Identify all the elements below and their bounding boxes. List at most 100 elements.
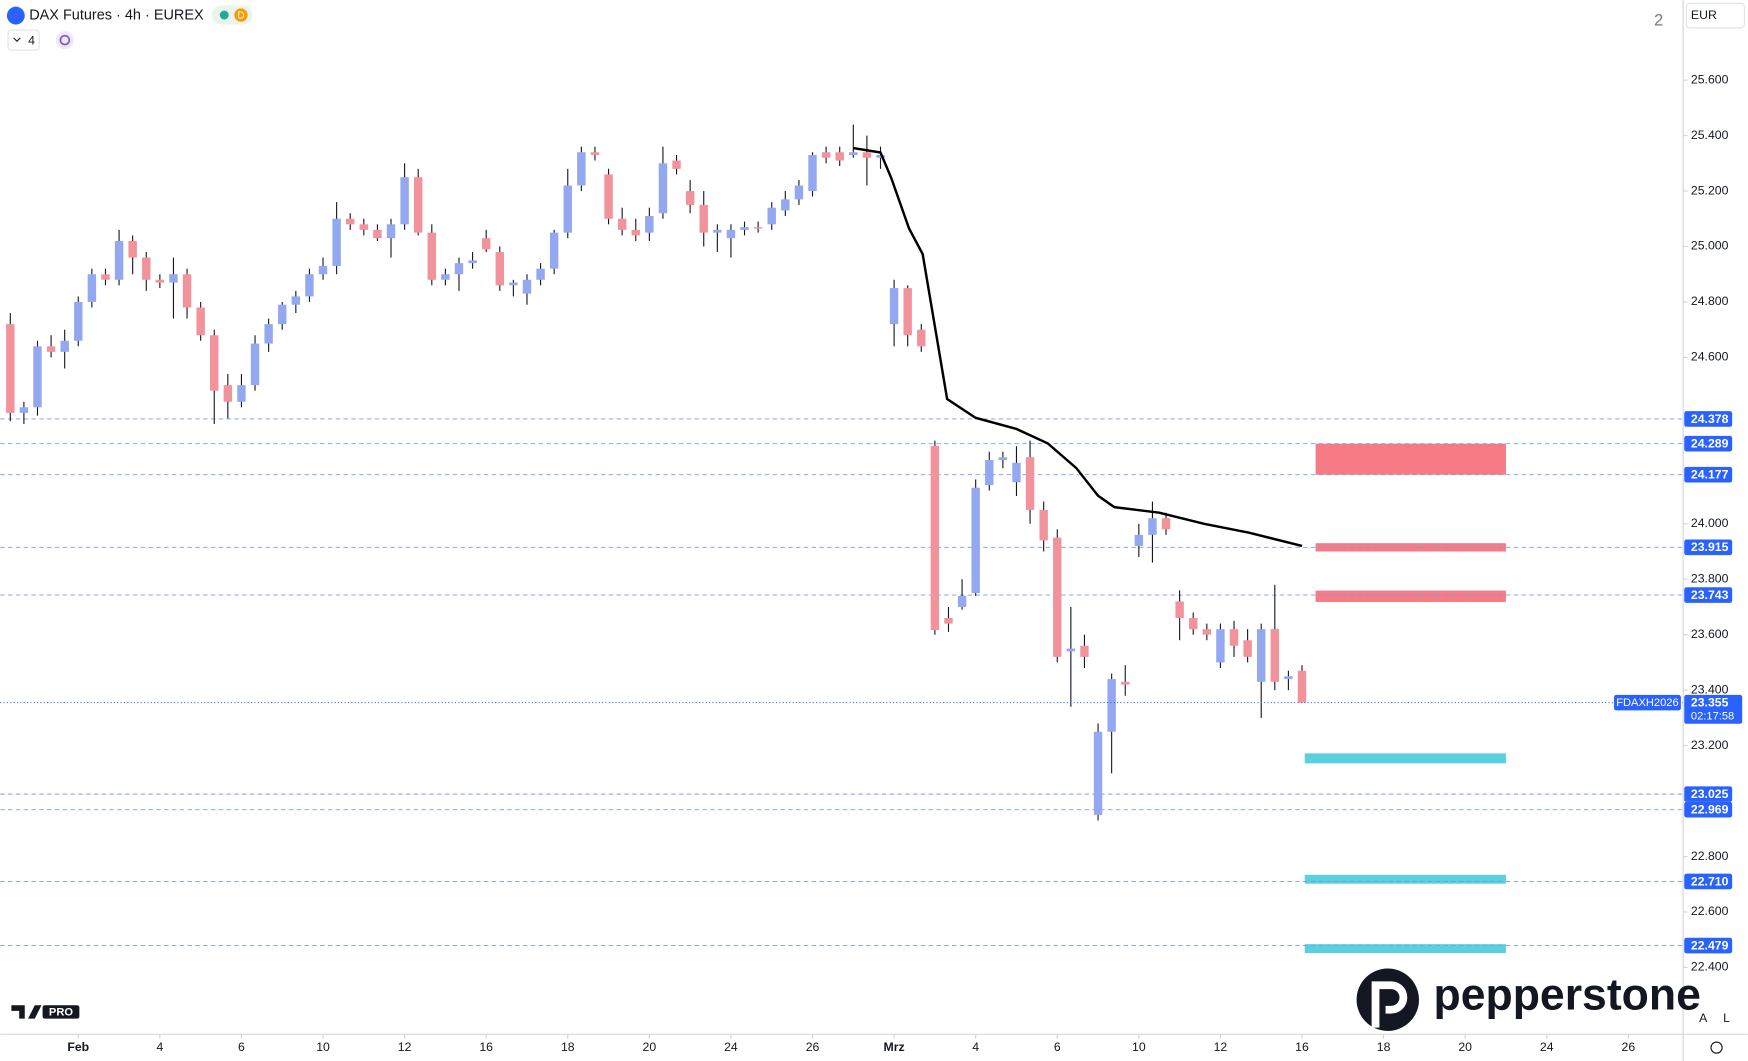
candle-body: [1202, 629, 1212, 635]
delay-badge-text: D: [237, 10, 244, 21]
chart-title[interactable]: DAX Futures · 4h · EUREX: [29, 7, 204, 23]
x-tick-label: 24: [724, 1040, 738, 1054]
candle-body: [645, 216, 654, 233]
candle-body: [808, 154, 817, 192]
candle-body: [454, 263, 464, 275]
candle-body: [1216, 629, 1225, 663]
y-tick-label: 24.000: [1691, 516, 1729, 530]
symbol-logo[interactable]: [6, 6, 25, 25]
level-label: 23.743: [1691, 588, 1729, 602]
candle-body: [46, 346, 56, 352]
candle-body: [1025, 457, 1035, 510]
candle-body: [33, 346, 42, 408]
candle-body: [6, 324, 15, 413]
market-open-dot: [219, 10, 229, 20]
candle-body: [767, 207, 776, 225]
candle-body: [563, 185, 572, 233]
candle-body: [1080, 645, 1089, 657]
candle-body: [740, 227, 749, 230]
candle-body: [1093, 731, 1103, 815]
candle-body: [169, 274, 178, 283]
candle-body: [672, 160, 681, 169]
log-scale-button[interactable]: L: [1723, 1011, 1730, 1025]
candle-body: [196, 307, 205, 336]
level-tag: [1684, 587, 1733, 603]
candle-body: [182, 274, 192, 308]
candle-body: [509, 282, 518, 286]
candle-body: [781, 199, 790, 211]
candle-body: [413, 177, 423, 233]
zone: [1315, 443, 1506, 475]
level-label: 24.177: [1691, 467, 1729, 481]
level-label: 22.710: [1691, 874, 1729, 888]
candle-body: [19, 407, 29, 413]
candle-body: [427, 232, 437, 280]
candle-body: [373, 229, 382, 239]
currency-button[interactable]: [1685, 2, 1745, 29]
x-tick-label: 16: [1295, 1040, 1309, 1054]
level-label: 22.479: [1691, 938, 1729, 952]
y-tick-label: 23.800: [1691, 571, 1729, 585]
sync-icon: [59, 34, 71, 46]
candle-body: [359, 224, 369, 230]
candle-body: [1189, 618, 1198, 630]
y-tick-label: 22.400: [1691, 960, 1729, 974]
candle-body: [713, 229, 722, 233]
candle-body: [1161, 518, 1171, 530]
candle-body: [876, 154, 885, 158]
indicator-toggle[interactable]: [7, 29, 40, 51]
candle-body: [237, 385, 246, 402]
candle-body: [1148, 518, 1157, 535]
y-tick-label: 23.600: [1691, 627, 1729, 641]
candle-body: [658, 163, 668, 214]
candle-body: [386, 224, 396, 239]
chevron-icon: [13, 37, 21, 43]
x-tick-label: 24: [1540, 1040, 1554, 1054]
level-label: 24.378: [1691, 412, 1729, 426]
candle-body: [1107, 679, 1116, 732]
candle-body: [577, 152, 586, 186]
candle-body: [481, 238, 491, 250]
zone: [1304, 944, 1506, 954]
level-tag: [1684, 937, 1733, 954]
candle-body: [794, 185, 804, 200]
candle-body: [1066, 648, 1076, 652]
candle-body: [101, 274, 110, 280]
candle-body: [1256, 629, 1266, 682]
zone: [1315, 543, 1506, 552]
candle-body: [1229, 629, 1239, 646]
candle-body: [291, 296, 301, 305]
last-price-label: 23.355: [1691, 695, 1729, 709]
level-tag: [1684, 801, 1733, 818]
candle-body: [903, 288, 912, 336]
last-price-tag: [1684, 694, 1743, 724]
candle-body: [1243, 640, 1252, 657]
candle-body: [332, 218, 341, 266]
candle-body: [944, 618, 953, 624]
y-tick-label: 23.400: [1691, 682, 1729, 696]
y-tick-label: 23.200: [1691, 738, 1729, 752]
x-tick-label: 12: [398, 1040, 412, 1054]
candle-body: [495, 252, 505, 286]
candle-body: [617, 218, 627, 230]
candle-body: [849, 152, 858, 155]
x-tick-label: 16: [479, 1040, 493, 1054]
settings-icon[interactable]: [1710, 1041, 1723, 1054]
currency: EUR: [1691, 8, 1717, 22]
moving-average: [853, 146, 1303, 548]
candle-body: [549, 232, 559, 269]
auto-scale-button[interactable]: A: [1699, 1011, 1708, 1025]
sync-button[interactable]: [55, 31, 74, 50]
x-tick-label: 26: [806, 1040, 820, 1054]
candle-body: [87, 274, 97, 302]
x-tick-label: 10: [316, 1040, 330, 1054]
candle-body: [590, 152, 600, 155]
x-tick-label: 12: [1214, 1040, 1228, 1054]
candle-body: [441, 274, 450, 280]
candle-body: [862, 152, 872, 158]
y-tick-label: 25.600: [1691, 72, 1729, 86]
level-label: 23.025: [1691, 787, 1729, 801]
plan-label: PRO: [49, 1006, 73, 1018]
